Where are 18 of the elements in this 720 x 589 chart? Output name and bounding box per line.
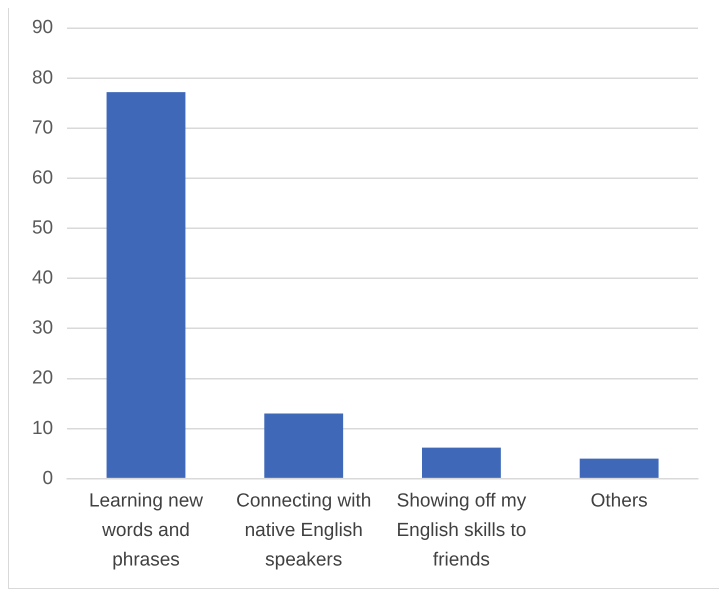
- x-tick-label: Connecting with native English speakers: [236, 490, 372, 571]
- y-tick-label: 80: [32, 67, 54, 88]
- y-tick-label: 70: [32, 117, 54, 138]
- y-tick-label: 10: [32, 418, 54, 439]
- bar: [264, 414, 344, 478]
- y-tick-label: 0: [42, 468, 54, 489]
- y-tick-label: 90: [32, 17, 54, 38]
- x-tick-label: Learning new words and phrases: [88, 490, 204, 571]
- bar: [422, 448, 501, 478]
- bar: [580, 458, 659, 478]
- y-tick-label: 30: [32, 318, 54, 339]
- x-tick-label: Showing off my English skills to friends: [396, 490, 527, 571]
- bar: [106, 92, 186, 478]
- x-tick-label: Others: [590, 490, 648, 512]
- y-tick-label: 50: [32, 218, 54, 239]
- y-tick-label: 20: [32, 368, 54, 389]
- y-tick-label: 40: [32, 268, 54, 289]
- y-tick-label: 60: [32, 167, 54, 188]
